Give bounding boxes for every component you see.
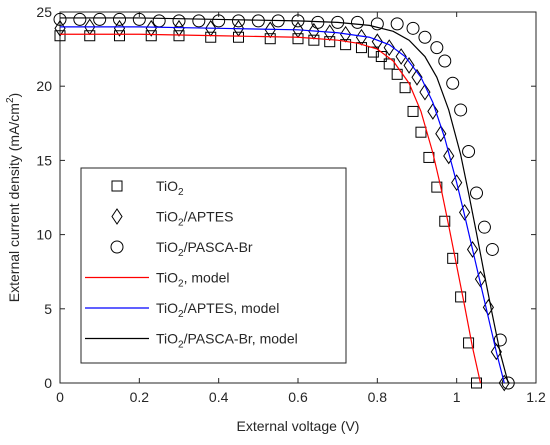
data-point-tio2 [233, 31, 244, 43]
legend-label-tio2-model: TiO2, model [156, 270, 230, 290]
data-point-tio2-aptes [419, 83, 431, 101]
data-point-tio2-aptes [427, 103, 439, 120]
legend-label-tio2-pasca-br: TiO2/PASCA-Br [156, 239, 253, 259]
data-point-tio2-pasca-br [493, 333, 507, 347]
data-point-tio2-pasca-br [454, 103, 468, 117]
legend-swatch-tio2-aptes [111, 208, 123, 225]
data-point-tio2-pasca-br [232, 14, 245, 28]
data-point-tio2 [114, 30, 125, 42]
data-point-tio2-pasca-br [53, 12, 67, 26]
x-axis-title: External voltage (V) [237, 418, 360, 434]
x-tick-label: 1.2 [526, 389, 546, 405]
y-tick-label: 10 [36, 227, 52, 243]
legend-swatch-tio2-pasca-br [110, 240, 124, 254]
x-tick-label: 0.4 [209, 389, 229, 405]
data-point-tio2-aptes [383, 39, 395, 57]
data-point-tio2-aptes [474, 270, 487, 288]
data-point-tio2-aptes [395, 48, 407, 65]
y-tick-label: 15 [36, 152, 52, 168]
data-point-tio2 [264, 33, 276, 45]
series-group [53, 12, 515, 392]
data-point-tio2-pasca-br [446, 76, 460, 90]
data-point-tio2 [367, 46, 379, 58]
legend-swatch-tio2 [111, 180, 123, 192]
data-point-tio2 [292, 33, 304, 45]
legend: TiO2 TiO2/APTES TiO2/PASCA-Br TiO2, model Ti… [80, 167, 347, 364]
data-point-tio2-aptes [145, 19, 157, 37]
series-line-tio2-model [60, 33, 482, 384]
legend-box [80, 167, 347, 364]
data-point-tio2-pasca-br [418, 30, 432, 44]
legend-label-tio2-aptes-model: TiO2/APTES, model [156, 300, 279, 320]
data-point-tio2-pasca-br [430, 41, 444, 55]
data-point-tio2 [455, 291, 467, 303]
data-point-tio2 [463, 337, 475, 349]
data-point-tio2-pasca-br [438, 54, 452, 68]
data-point-tio2-pasca-br [370, 17, 384, 31]
data-point-tio2-aptes [458, 203, 471, 221]
data-point-tio2-pasca-br [351, 15, 364, 29]
data-point-tio2-pasca-br [501, 376, 515, 390]
y-tick-label: 5 [44, 301, 52, 317]
data-point-tio2-aptes [411, 68, 423, 86]
data-point-tio2-aptes [443, 147, 455, 165]
series-line-tio2-pasca-br-model [60, 17, 509, 384]
data-point-tio2-pasca-br [477, 220, 491, 234]
data-point-tio2-pasca-br [93, 12, 107, 26]
data-point-tio2 [173, 30, 185, 42]
data-point-tio2-pasca-br [485, 242, 499, 256]
data-point-tio2-pasca-br [113, 12, 126, 26]
data-point-tio2-pasca-br [132, 12, 146, 26]
data-point-tio2 [415, 126, 427, 138]
data-point-tio2 [471, 377, 482, 389]
data-point-tio2 [205, 31, 217, 43]
data-point-tio2 [340, 39, 352, 51]
data-point-tio2 [54, 30, 66, 42]
data-point-tio2-pasca-br [406, 21, 420, 35]
data-point-tio2 [308, 34, 320, 46]
series-line-tio2-aptes-model [60, 26, 505, 384]
data-point-tio2 [355, 42, 367, 54]
legend-label-tio2-pasca-br-model: TiO2/PASCA-Br, model [156, 331, 298, 351]
data-point-tio2 [324, 36, 336, 48]
data-point-tio2-pasca-br [470, 186, 483, 200]
y-tick-label: 25 [36, 4, 52, 20]
data-point-tio2 [84, 30, 96, 42]
data-point-tio2 [447, 252, 459, 264]
data-point-tio2-pasca-br [73, 12, 87, 26]
data-point-tio2 [399, 82, 411, 94]
y-tick-label: 20 [36, 78, 52, 94]
data-point-tio2-pasca-br [251, 14, 265, 28]
data-point-tio2 [145, 30, 157, 42]
data-point-tio2-aptes [113, 19, 126, 37]
y-tick-label: 0 [44, 375, 52, 391]
x-tick-label: 0.8 [368, 389, 388, 405]
data-point-tio2-aptes [54, 19, 66, 37]
data-point-tio2-pasca-br [172, 14, 186, 28]
legend-label-tio2-aptes: TiO2/APTES [156, 209, 233, 229]
x-tick-label: 0.2 [130, 389, 150, 405]
data-point-tio2 [439, 215, 451, 227]
x-tick-label: 0.6 [288, 389, 308, 405]
data-point-tio2-aptes [403, 57, 415, 74]
data-point-tio2-pasca-br [212, 14, 226, 28]
data-point-tio2-aptes [324, 24, 336, 42]
x-tick-label: 1 [453, 389, 461, 405]
legend-label-tio2: TiO2 [156, 178, 184, 198]
y-axis-title: External current density (mA/cm2) [5, 93, 22, 302]
data-point-tio2-aptes [435, 125, 447, 143]
x-tick-label: 0 [56, 389, 64, 405]
data-point-tio2 [407, 105, 419, 117]
data-point-tio2-aptes [466, 241, 479, 258]
data-point-tio2-aptes [451, 174, 463, 192]
data-point-tio2 [383, 58, 395, 70]
data-point-tio2 [431, 181, 443, 193]
data-point-tio2-pasca-br [462, 144, 476, 158]
data-point-tio2-pasca-br [192, 14, 206, 28]
data-point-tio2-pasca-br [390, 17, 404, 31]
